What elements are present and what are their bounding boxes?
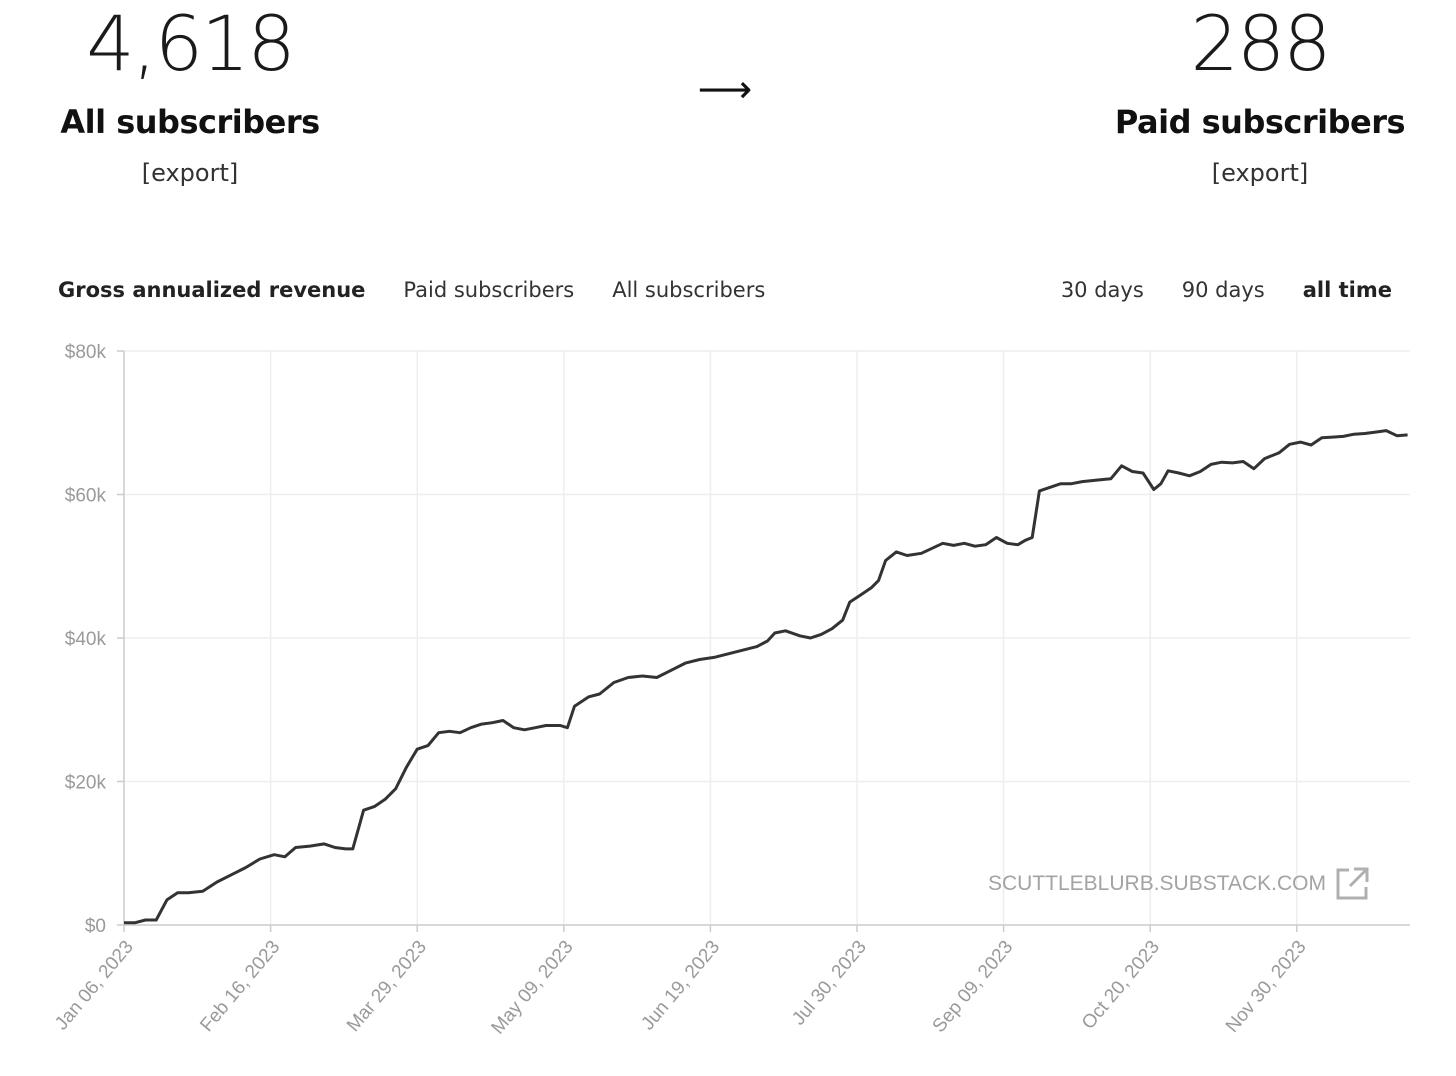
revenue-line — [124, 429, 1408, 925]
tab-all-subscribers[interactable]: All subscribers — [612, 278, 766, 302]
tab-gross-annualized-revenue[interactable]: Gross annualized revenue — [58, 278, 366, 302]
x-tick-label: Nov 30, 2023 — [1222, 937, 1311, 1037]
publication-link[interactable]: SCUTTLEBLURB.SUBSTACK.COM — [988, 866, 1370, 902]
x-axis-ticks: Jan 06, 2023 Feb 16, 2023 Mar 29, 2023 May … — [51, 925, 1311, 1038]
y-tick-label: $60k — [65, 486, 107, 507]
tab-90-days[interactable]: 90 days — [1181, 278, 1265, 302]
x-tick-label: Sep 09, 2023 — [929, 937, 1018, 1037]
all-subscribers-count: 4,618 — [86, 0, 296, 88]
paid-subscribers-export-link[interactable]: [export] — [1211, 159, 1309, 187]
all-subscribers-label: All subscribers — [60, 103, 320, 141]
x-tick-label: Mar 29, 2023 — [343, 937, 431, 1036]
y-tick-label: $40k — [65, 629, 107, 650]
tab-all-time[interactable]: all time — [1302, 278, 1392, 302]
y-tick-label: $20k — [65, 773, 107, 794]
all-subscribers-stat: 4,618 All subscribers [export] — [40, 0, 340, 188]
publication-url: SCUTTLEBLURB.SUBSTACK.COM — [988, 872, 1326, 895]
paid-subscribers-stat: 288 Paid subscribers [export] — [1110, 0, 1410, 188]
y-tick-label: $0 — [85, 916, 106, 937]
x-tick-label: May 09, 2023 — [488, 937, 578, 1039]
tab-30-days[interactable]: 30 days — [1060, 278, 1144, 302]
x-tick-label: Feb 16, 2023 — [196, 937, 284, 1036]
all-subscribers-export-link[interactable]: [export] — [141, 159, 239, 187]
x-tick-label: Jun 19, 2023 — [638, 937, 725, 1035]
tab-paid-subscribers[interactable]: Paid subscribers — [403, 278, 575, 302]
y-tick-label: $80k — [65, 342, 107, 363]
paid-subscribers-label: Paid subscribers — [1114, 103, 1406, 141]
x-tick-label: Jul 30, 2023 — [788, 937, 871, 1030]
arrow-right-icon: ⟶ — [697, 67, 753, 111]
paid-subscribers-count: 288 — [1190, 0, 1331, 88]
chart-grid — [124, 350, 1410, 925]
external-link-icon — [1336, 867, 1369, 900]
range-tabs: 30 days 90 days all time — [1061, 276, 1392, 304]
metric-tabs: Gross annualized revenue Paid subscriber… — [58, 276, 765, 304]
x-tick-label: Oct 20, 2023 — [1078, 937, 1164, 1034]
x-tick-label: Jan 06, 2023 — [51, 937, 138, 1035]
y-axis-ticks: $0 $20k $40k $60k $80k — [65, 342, 124, 937]
